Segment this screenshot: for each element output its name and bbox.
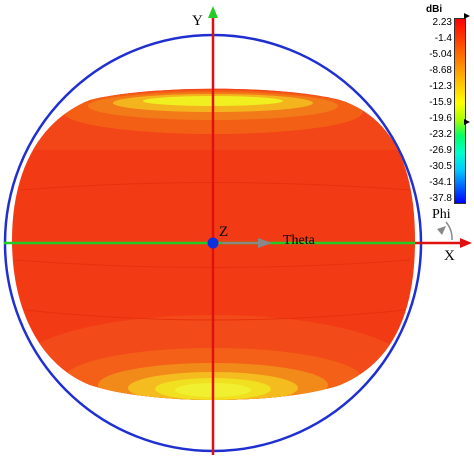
x-axis-arrow (460, 238, 472, 248)
theta-label: Theta (283, 233, 316, 248)
theta-arrow-head (258, 238, 272, 248)
phi-arc (445, 221, 453, 241)
legend-unit: dBi (426, 4, 443, 15)
x-axis-label: X (444, 248, 455, 264)
legend-markers-2 (464, 119, 470, 125)
legend-tick-label: -5.04 (429, 49, 452, 60)
legend-tick-label: -19.6 (429, 113, 452, 124)
y-axis-arrow (208, 6, 218, 18)
radiation-pattern-body (12, 88, 415, 400)
legend-max-marker (464, 13, 470, 19)
phi-arrow-head (437, 226, 446, 235)
legend-tick-label: -34.1 (429, 177, 452, 188)
legend-color-bar (454, 18, 466, 204)
legend-tick-label: -37.8 (429, 193, 452, 204)
legend-tick-label: -26.9 (429, 145, 452, 156)
legend-mid-marker (464, 119, 470, 125)
y-axis-label: Y (192, 13, 203, 29)
legend-tick-label: -15.9 (429, 97, 452, 108)
legend-tick-label: -12.3 (429, 81, 452, 92)
color-legend: dBi 2.23 -1.4 -5.04 -8.68 -12.3 -15.9 -19.6 -23… (418, 4, 474, 204)
legend-markers (464, 13, 470, 19)
legend-tick-label: -23.2 (429, 129, 452, 140)
phi-label: Phi (432, 207, 451, 222)
legend-tick-label: -1.4 (434, 33, 452, 44)
origin-dot (207, 237, 219, 249)
legend-tick-label: -30.5 (429, 161, 452, 172)
legend-tick-label: 2.23 (432, 17, 452, 28)
z-axis-label: Z (219, 224, 228, 240)
legend-tick-label: -8.68 (429, 65, 452, 76)
